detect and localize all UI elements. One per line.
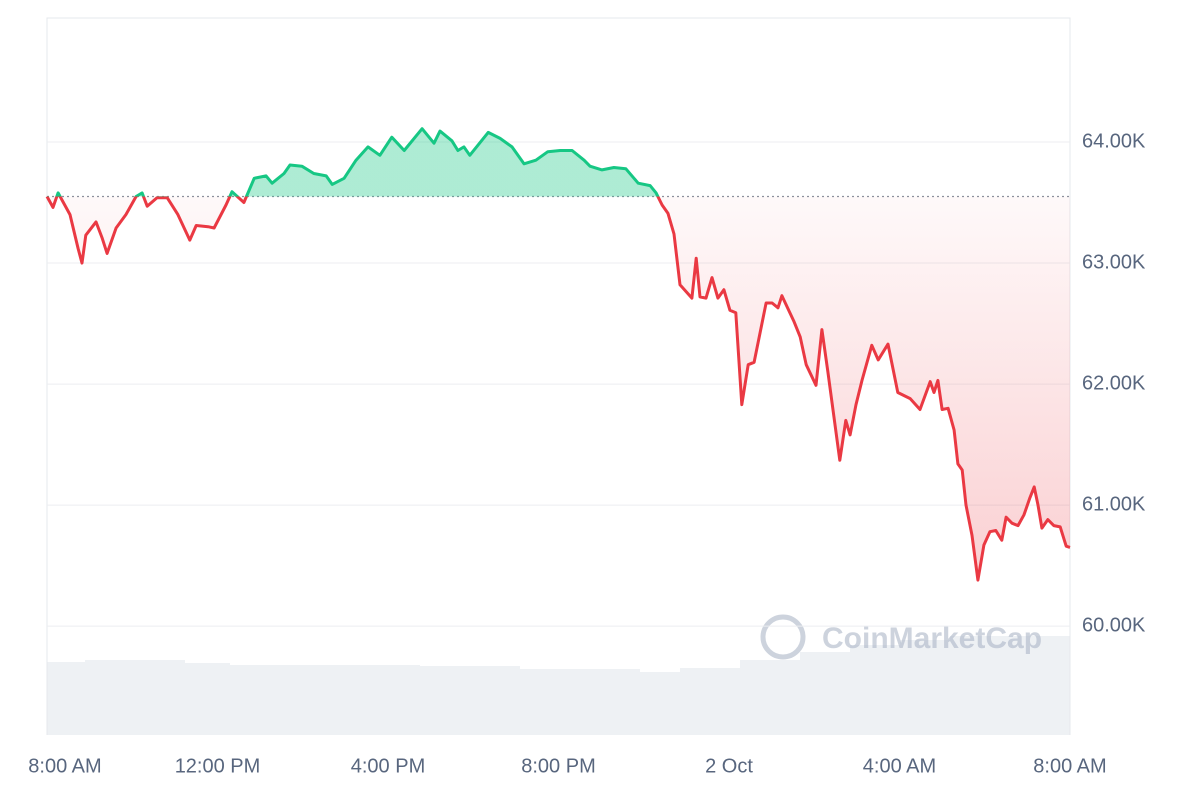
price-line: [45, 127, 1071, 582]
y-tick-label: 63.00K: [1082, 251, 1146, 273]
x-tick-label: 8:00 AM: [28, 755, 101, 777]
volume-area: [47, 636, 1070, 735]
axes: 60.00K 61.00K 62.00K 63.00K 64.00K 8:00 AM 12:…: [28, 130, 1146, 777]
x-tick-label: 4:00 PM: [351, 755, 425, 777]
y-tick-label: 64.00K: [1082, 130, 1146, 152]
y-tick-label: 60.00K: [1082, 614, 1146, 636]
plot: [45, 127, 1071, 582]
x-tick-label: 2 Oct: [705, 755, 753, 777]
x-tick-label: 4:00 AM: [863, 755, 936, 777]
y-tick-label: 62.00K: [1082, 372, 1146, 394]
x-tick-label: 8:00 AM: [1033, 755, 1106, 777]
watermark-text: CoinMarketCap: [822, 622, 1042, 655]
x-tick-label: 12:00 PM: [175, 755, 261, 777]
price-area: [47, 128, 1070, 581]
watermark: CoinMarketCap: [760, 614, 1042, 660]
x-tick-label: 8:00 PM: [521, 755, 595, 777]
y-tick-label: 61.00K: [1082, 493, 1146, 515]
watermark-logo: [760, 614, 806, 660]
